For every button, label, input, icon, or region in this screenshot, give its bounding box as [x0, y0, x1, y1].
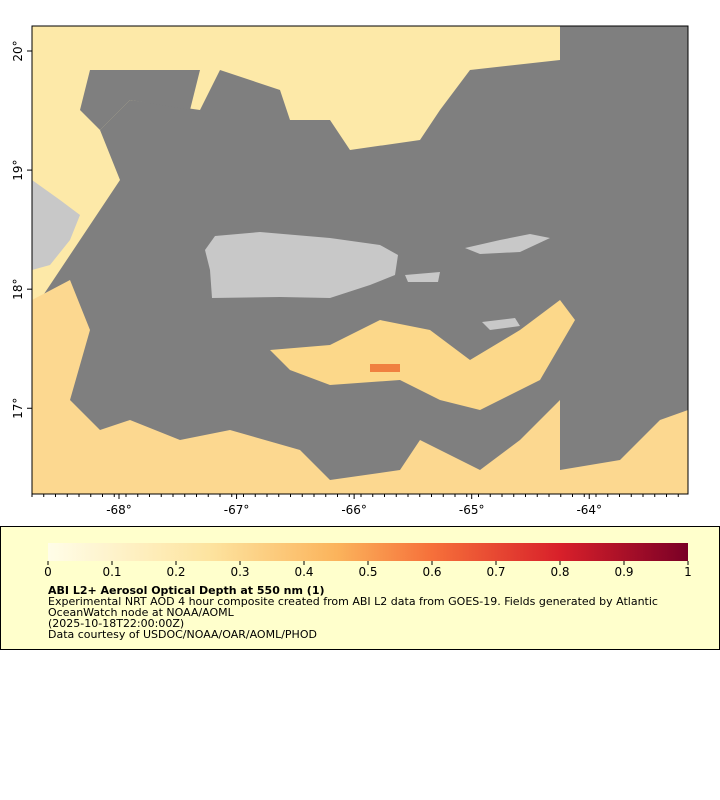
colorbar-tick-label: 1: [684, 565, 692, 579]
x-tick-label: -64°: [576, 503, 602, 517]
aerosol-patch: [270, 300, 575, 410]
colorbar-tick-label: 0.1: [102, 565, 121, 579]
y-tick-label: 20°: [11, 40, 25, 61]
date: (2025-10-18T22:00:00Z): [48, 617, 185, 630]
colorbar-tick-label: 0.6: [422, 565, 441, 579]
land-st-croix: [482, 318, 520, 330]
land-vieques: [405, 272, 440, 282]
colorbar-tick-label: 0.5: [358, 565, 377, 579]
credits: Data courtesy of USDOC/NOAA/OAR/AOML/PHO…: [48, 628, 317, 641]
legend-title: ABI L2+ Aerosol Optical Depth at 550 nm …: [48, 584, 325, 597]
land-virgin-islands: [465, 234, 550, 254]
colorbar-tick-label: 0.7: [486, 565, 505, 579]
colorbar-tick-label: 0.9: [614, 565, 633, 579]
colorbar-tick-label: 0.8: [550, 565, 569, 579]
aerosol-patch: [32, 280, 688, 494]
y-tick-label: 17°: [11, 398, 25, 419]
map-frame: [31, 25, 689, 495]
colorbar-tick-label: 0: [44, 565, 52, 579]
x-tick-label: -66°: [341, 503, 367, 517]
no-data-gap: [80, 70, 200, 130]
y-tick-label: 19°: [11, 159, 25, 180]
colorbar-tick-label: 0.3: [230, 565, 249, 579]
land-hispaniola: [32, 180, 80, 270]
x-tick-label: -68°: [106, 503, 132, 517]
description: Experimental NRT AOD 4 hour composite cr…: [48, 595, 658, 619]
map-area: [32, 26, 688, 494]
x-tick-label: -67°: [224, 503, 250, 517]
aerosol-hotspot: [370, 364, 400, 372]
colorbar-tick-label: 0.2: [166, 565, 185, 579]
colorbar: [48, 543, 688, 561]
colorbar-tick-label: 0.4: [294, 565, 313, 579]
land-puerto-rico: [205, 232, 398, 298]
y-tick-label: 18°: [11, 279, 25, 300]
x-tick-label: -65°: [459, 503, 485, 517]
